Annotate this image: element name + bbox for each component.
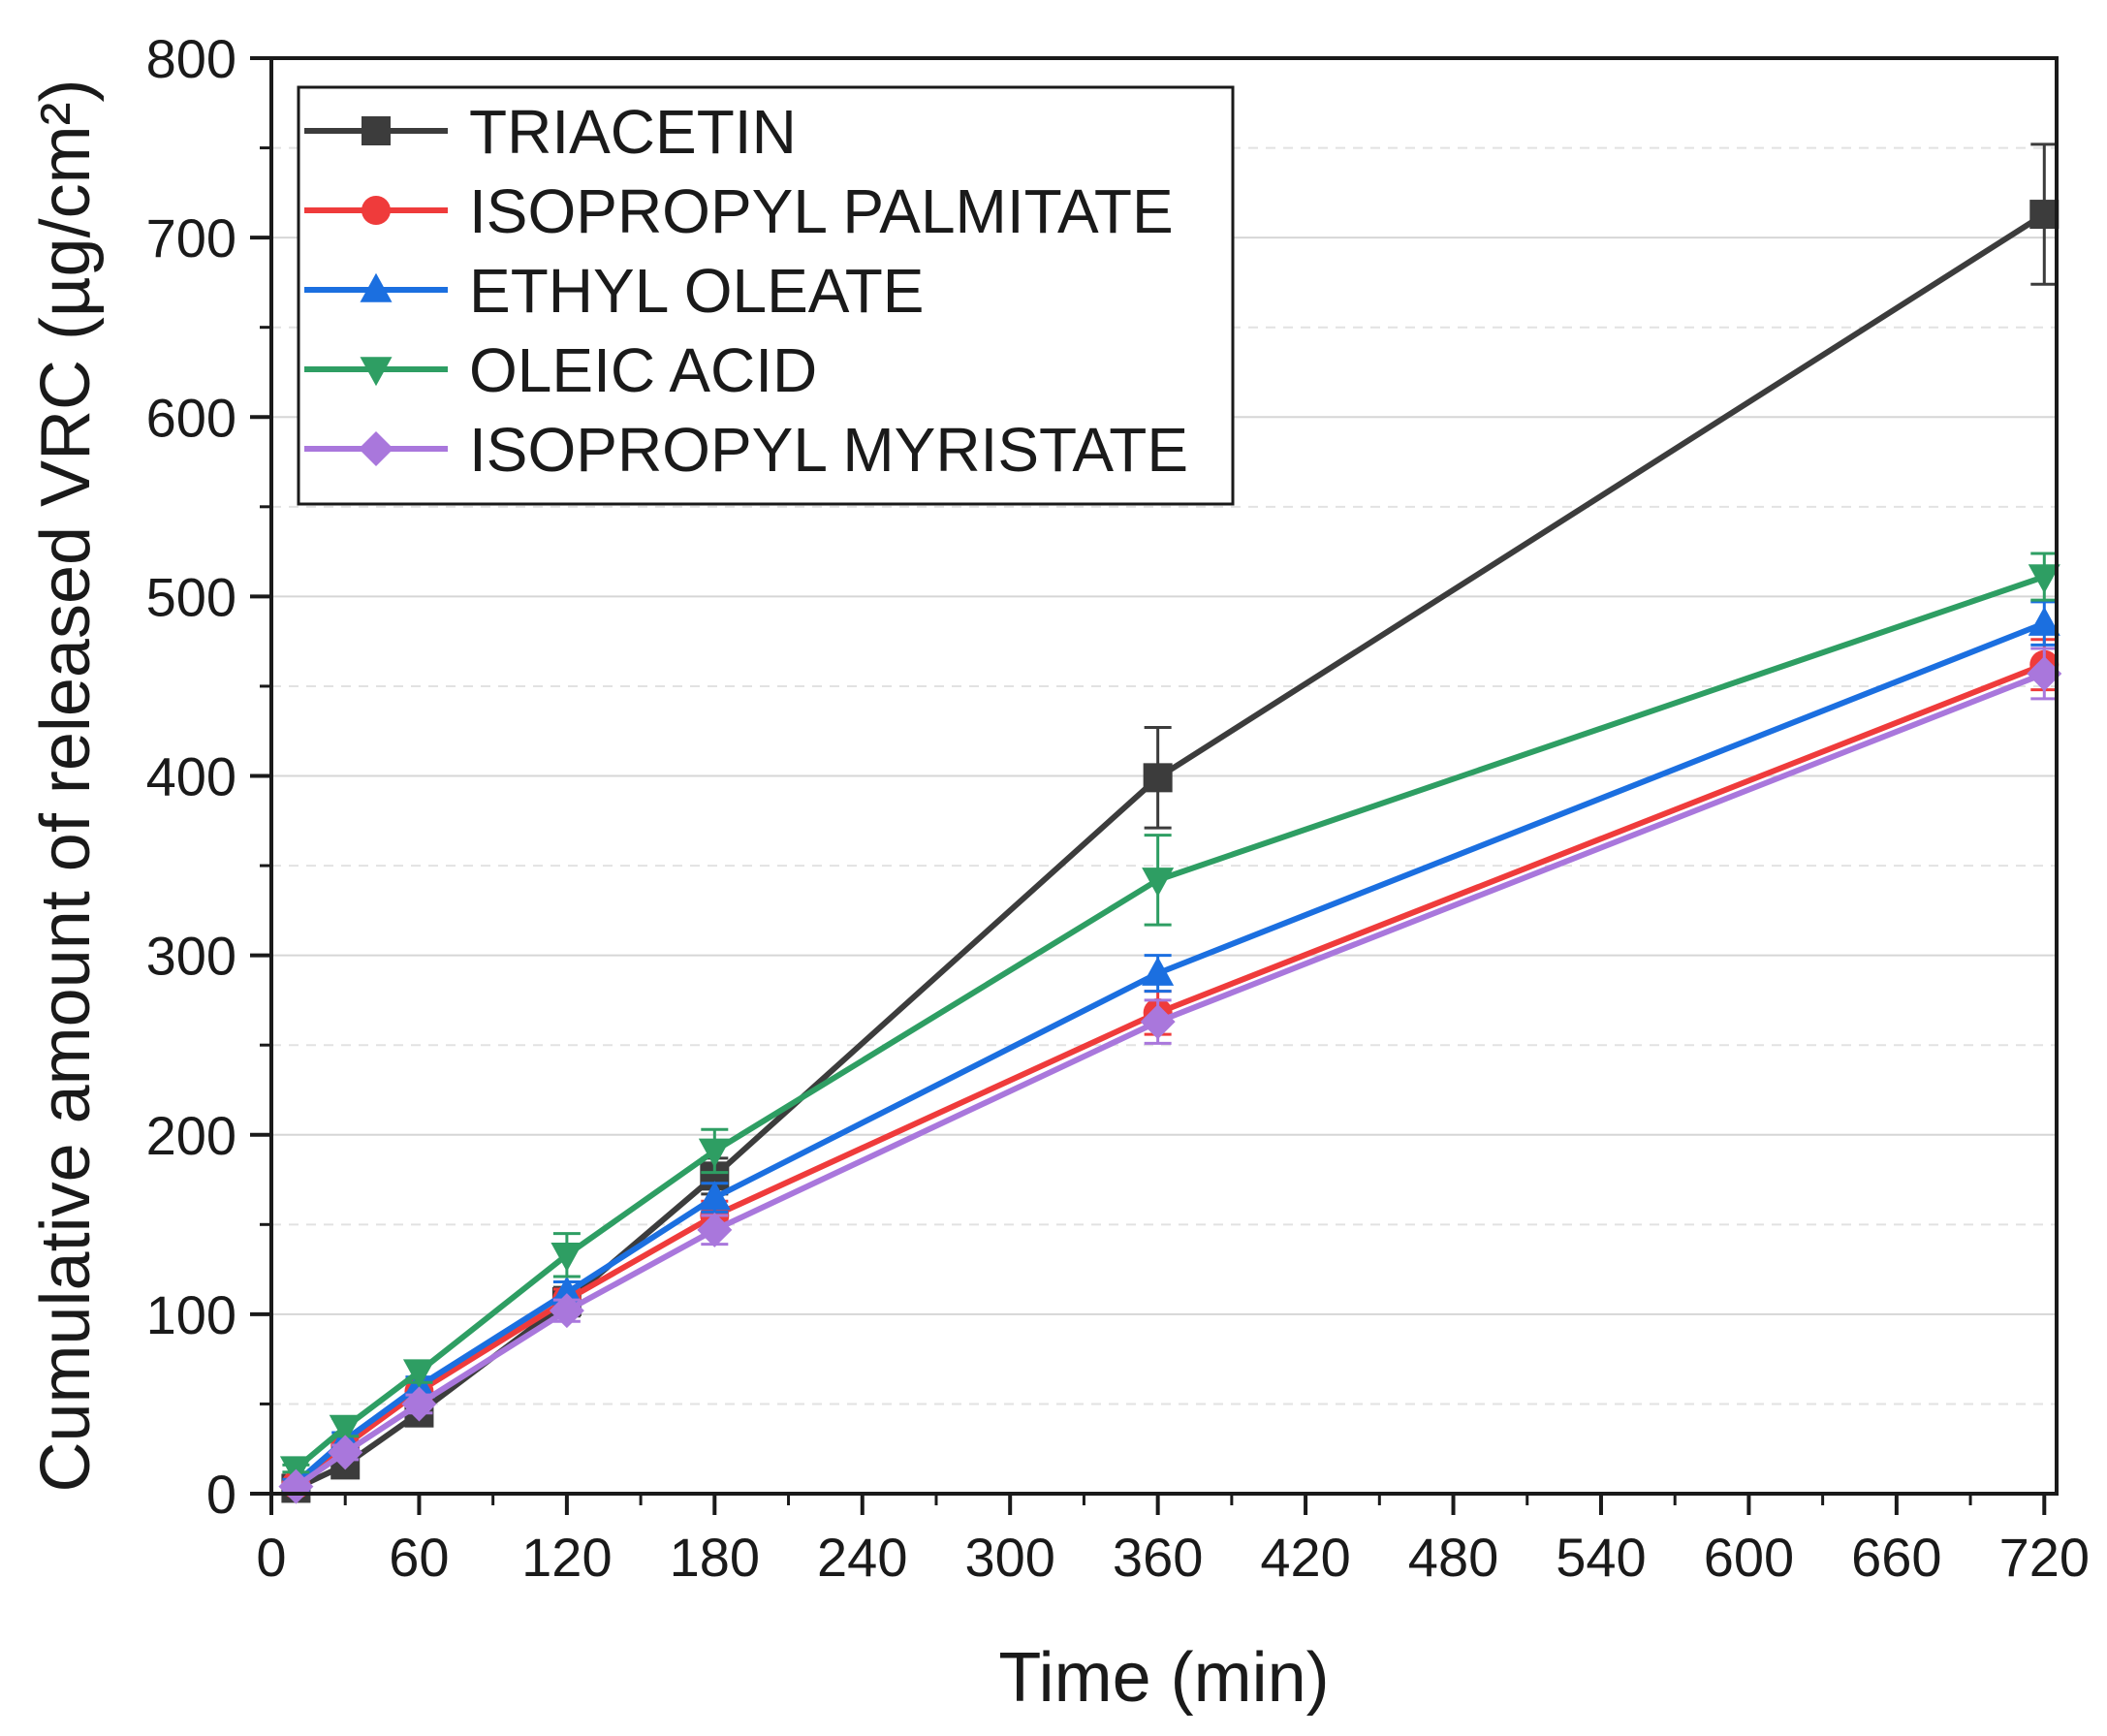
y-tick-label: 800 [146, 28, 236, 89]
x-tick-label: 360 [1113, 1527, 1203, 1588]
legend-label: OLEIC ACID [469, 335, 817, 405]
axes: 0 100 200 300 400 500 600 700 800 0 60 120 180 240 300… [146, 28, 2090, 1588]
legend-label: ISOPROPYL MYRISTATE [469, 415, 1188, 485]
data-point [328, 1435, 363, 1470]
data-point [2028, 564, 2060, 594]
data-point [549, 1293, 584, 1329]
legend-marker [362, 196, 391, 225]
data-point [550, 1243, 583, 1273]
x-tick-label: 480 [1408, 1527, 1498, 1588]
x-tick-label: 180 [670, 1527, 760, 1588]
data-point [1142, 956, 1175, 986]
data-point [1143, 763, 1173, 793]
x-tick-label: 0 [256, 1527, 286, 1588]
y-tick-label: 700 [146, 207, 236, 268]
legend-label: TRIACETIN [469, 97, 797, 167]
legend-label: ETHYL OLEATE [469, 256, 924, 326]
data-point [2029, 200, 2060, 230]
series-isopropyl-myristate [278, 647, 2062, 1504]
legend-marker [362, 116, 391, 145]
legend-marker [360, 357, 393, 387]
legend: TRIACETIN ISOPROPYL PALMITATE ETHYL OLEATE… [297, 85, 1235, 506]
data-point [1142, 868, 1175, 898]
x-tick-label: 300 [964, 1527, 1054, 1588]
x-tick-label: 660 [1851, 1527, 1941, 1588]
y-tick-label: 100 [146, 1284, 236, 1345]
x-axis-title: Time (min) [998, 1639, 1329, 1717]
x-tick-label: 600 [1704, 1527, 1794, 1588]
y-axis-title: Cumulative amount of released VRC (µg/cm… [27, 79, 105, 1493]
data-point [2028, 606, 2060, 636]
legend-label: ISOPROPYL PALMITATE [469, 176, 1174, 246]
legend-marker [359, 431, 393, 466]
data-point [697, 1212, 733, 1247]
y-tick-label: 0 [206, 1464, 236, 1525]
data-point [329, 1414, 362, 1444]
y-tick-label: 400 [146, 746, 236, 807]
data-point [401, 1386, 437, 1422]
legend-box [297, 85, 1235, 506]
x-tick-label: 540 [1556, 1527, 1646, 1588]
x-tick-label: 120 [521, 1527, 612, 1588]
series-layer [278, 142, 2062, 1504]
data-point [698, 1181, 731, 1211]
x-tick-label: 240 [817, 1527, 907, 1588]
x-tick-label: 420 [1260, 1527, 1350, 1588]
plot-frame [269, 56, 2059, 1496]
series-oleic-acid [279, 552, 2060, 1486]
data-point [2027, 655, 2062, 691]
y-tick-label: 200 [146, 1105, 236, 1166]
y-tick-label: 500 [146, 566, 236, 627]
y-tick-label: 300 [146, 926, 236, 987]
x-tick-label: 60 [389, 1527, 449, 1588]
legend-marker [360, 272, 393, 302]
x-tick-label: 720 [1999, 1527, 2090, 1588]
data-point [1140, 1004, 1176, 1040]
data-point [550, 1276, 583, 1306]
data-point [698, 1138, 731, 1168]
data-point [402, 1359, 435, 1389]
y-tick-label: 600 [146, 387, 236, 448]
